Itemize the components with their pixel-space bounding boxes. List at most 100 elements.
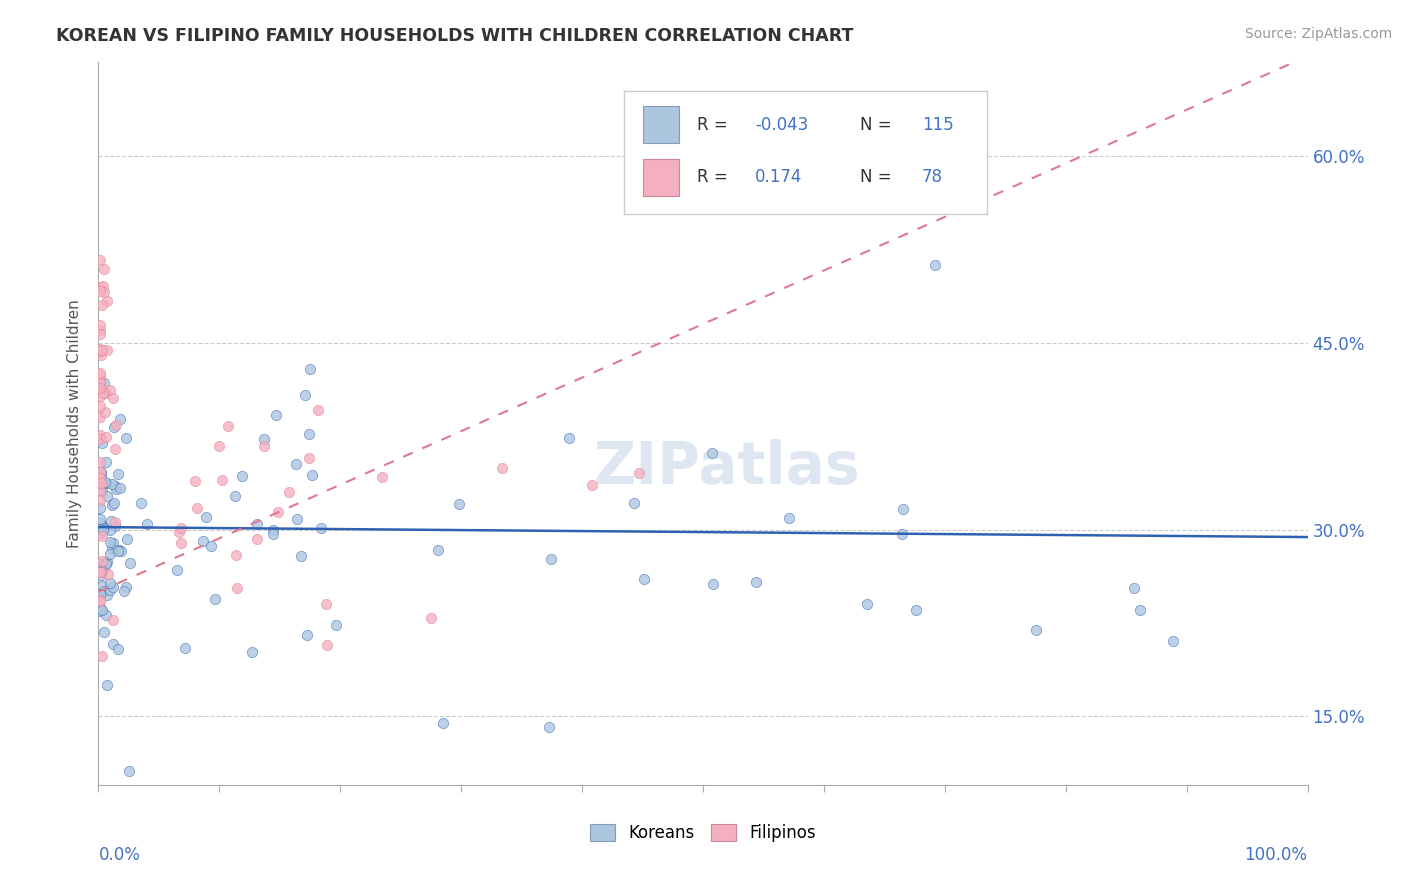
Point: [89, 376, 111, 390]
Point: [96, 588, 118, 602]
Point: [118, 764, 141, 779]
Point: [131, 496, 153, 510]
Point: [89, 427, 111, 442]
Point: [89, 483, 111, 498]
Point: [301, 468, 323, 483]
Point: [89, 516, 111, 531]
Point: [93, 285, 115, 299]
Point: [278, 484, 301, 499]
Point: [90, 435, 112, 450]
Point: [89, 471, 111, 485]
Point: [115, 431, 138, 445]
Point: [93, 521, 115, 535]
Point: [89, 389, 111, 403]
Legend: Koreans, Filipinos: Koreans, Filipinos: [583, 817, 823, 849]
Point: [371, 470, 394, 484]
Point: [89, 343, 111, 358]
Point: [98, 582, 121, 597]
Point: [101, 476, 124, 491]
Point: [905, 603, 928, 617]
Point: [169, 521, 191, 535]
Text: ZIPatlas: ZIPatlas: [593, 439, 860, 496]
Point: [449, 497, 471, 511]
Point: [90, 384, 112, 398]
Point: [89, 594, 111, 608]
Point: [89, 557, 111, 571]
Point: [89, 565, 111, 579]
Point: [225, 548, 247, 562]
Point: [112, 584, 135, 599]
Point: [166, 563, 188, 577]
Point: [315, 597, 337, 611]
Point: [98, 535, 121, 549]
Point: [284, 458, 307, 472]
Point: [266, 504, 288, 518]
Point: [91, 603, 114, 617]
Point: [298, 450, 321, 465]
Point: [103, 515, 125, 529]
Point: [211, 473, 233, 487]
Point: [104, 442, 127, 457]
Point: [224, 489, 246, 503]
Point: [101, 613, 124, 627]
Point: [891, 527, 914, 541]
Point: [90, 565, 112, 579]
Point: [491, 461, 513, 475]
Point: [294, 388, 316, 402]
Point: [90, 476, 112, 491]
Point: [93, 584, 115, 599]
Point: [101, 541, 124, 555]
Point: [1123, 581, 1146, 595]
Point: [89, 326, 111, 341]
Point: [90, 554, 112, 568]
Point: [262, 523, 284, 537]
Point: [427, 542, 450, 557]
Point: [89, 526, 111, 541]
Point: [93, 625, 115, 640]
Point: [1161, 634, 1184, 648]
Point: [90, 567, 112, 582]
Point: [104, 479, 127, 493]
Point: [89, 600, 111, 615]
Point: [420, 611, 443, 625]
Point: [136, 516, 159, 531]
Point: [298, 427, 321, 442]
Point: [432, 715, 454, 730]
Point: [325, 618, 347, 632]
Point: [101, 638, 124, 652]
Point: [107, 543, 129, 558]
Point: [104, 519, 127, 533]
Point: [107, 542, 129, 557]
Point: [98, 524, 121, 538]
Point: [94, 455, 117, 469]
Point: [246, 532, 269, 546]
Point: [297, 628, 319, 642]
Point: [891, 502, 914, 516]
Point: [96, 294, 118, 309]
Point: [778, 511, 800, 525]
Point: [540, 552, 562, 566]
Point: [538, 720, 561, 734]
Point: [93, 385, 115, 400]
Point: [89, 466, 111, 480]
Point: [90, 564, 112, 578]
Point: [558, 431, 581, 445]
Point: [191, 533, 214, 548]
Point: [208, 439, 231, 453]
Point: [702, 446, 724, 460]
Point: [174, 640, 197, 655]
Point: [167, 525, 190, 540]
Point: [96, 607, 118, 622]
Point: [89, 382, 111, 396]
Point: [90, 467, 112, 482]
Point: [105, 482, 128, 496]
Point: [96, 555, 118, 569]
Point: [581, 478, 603, 492]
Text: KOREAN VS FILIPINO FAMILY HOUSEHOLDS WITH CHILDREN CORRELATION CHART: KOREAN VS FILIPINO FAMILY HOUSEHOLDS WIT…: [56, 27, 853, 45]
Point: [225, 581, 247, 595]
Point: [217, 418, 239, 433]
Point: [107, 467, 129, 482]
Point: [89, 432, 111, 446]
Point: [93, 376, 115, 390]
Point: [91, 520, 114, 534]
